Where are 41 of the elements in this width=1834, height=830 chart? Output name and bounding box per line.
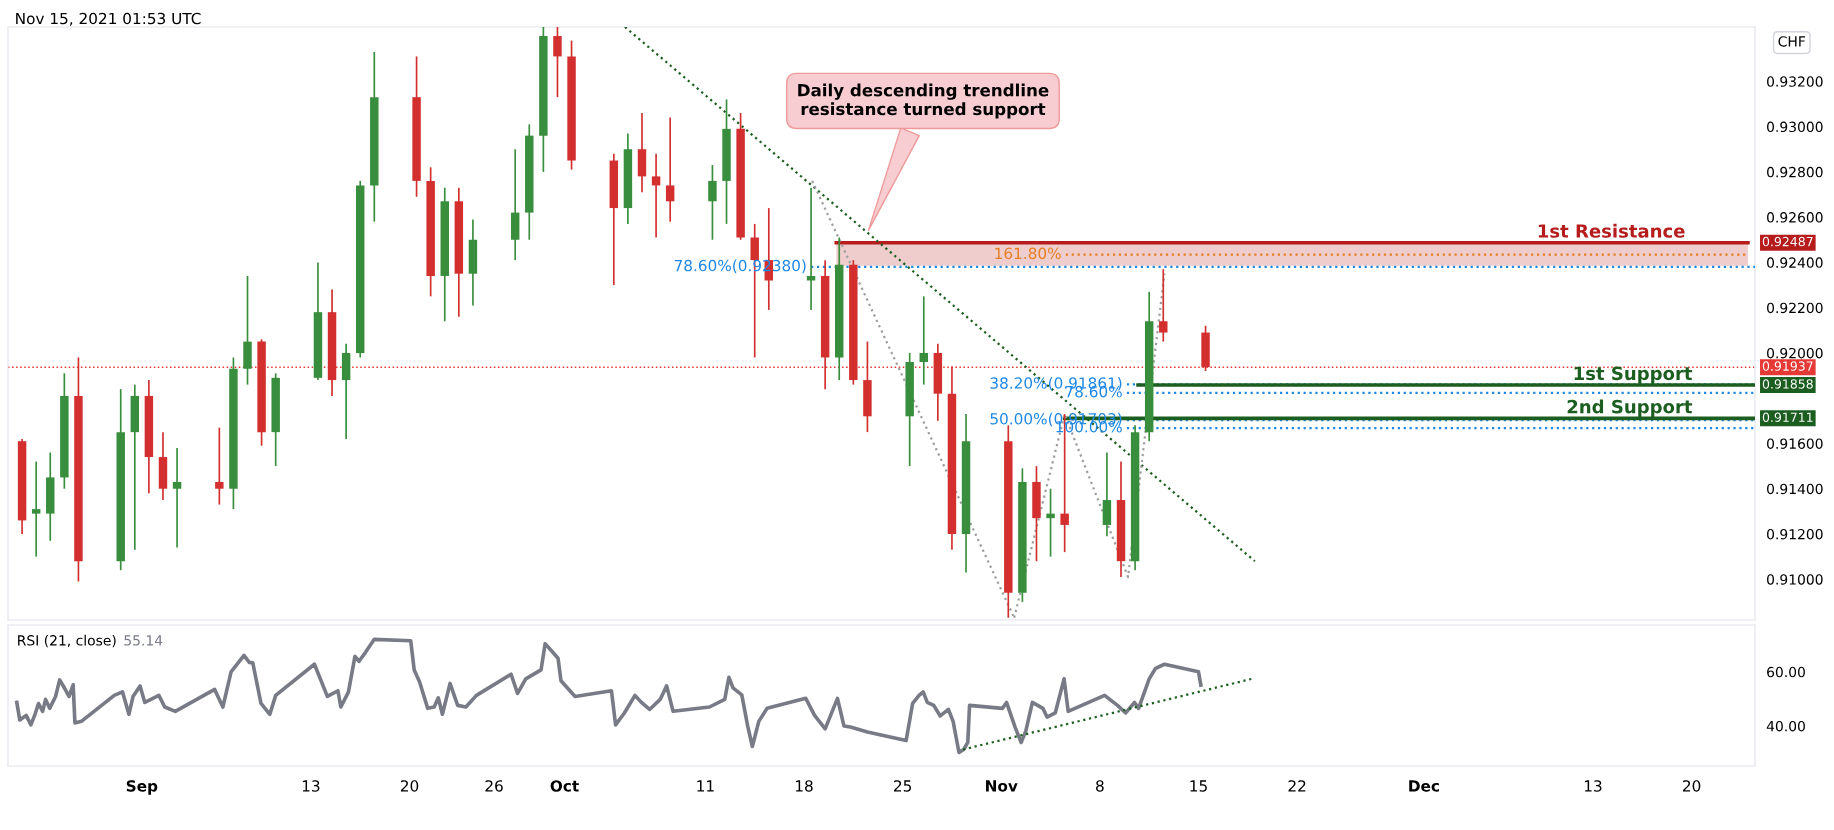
text: Nov 15, 2021 01:53 UTC bbox=[16, 12, 201, 26]
y-tick-label: 0.91000 bbox=[1767, 574, 1823, 585]
y-tick-label: 0.93000 bbox=[1767, 121, 1823, 133]
y-tick-label: 0.93200 bbox=[1767, 76, 1823, 87]
y-tick-label: 60.00 bbox=[1767, 666, 1805, 678]
x-tick-label: 15 bbox=[1190, 780, 1207, 792]
x-tick-label: 18 bbox=[795, 780, 813, 792]
annotation: Daily descending trendline resistance turned support bbox=[798, 83, 1049, 119]
y-tick-label: 0.92200 bbox=[1767, 302, 1823, 314]
y-axis-title: CHF bbox=[1778, 36, 1806, 47]
x-tick-label: 22 bbox=[1288, 780, 1306, 792]
series-label: 2nd Support bbox=[1567, 399, 1693, 417]
x-tick-label: 25 bbox=[894, 780, 912, 792]
data-label: 0.92487 bbox=[1762, 236, 1813, 247]
y-tick-label: 0.92000 bbox=[1767, 347, 1823, 359]
series-label: 1st Resistance bbox=[1538, 223, 1685, 238]
y-tick-label: 0.92600 bbox=[1767, 212, 1823, 223]
x-tick-label: 8 bbox=[1096, 780, 1104, 792]
x-tick-label: 20 bbox=[1683, 780, 1701, 792]
x-tick-label: 20 bbox=[400, 780, 419, 792]
y-tick-label: 0.91400 bbox=[1767, 483, 1823, 495]
series-label: 1st Support bbox=[1574, 366, 1693, 384]
y-tick-label: 0.92400 bbox=[1767, 257, 1823, 268]
data-label: 0.91711 bbox=[1762, 412, 1813, 422]
x-tick-label: 26 bbox=[485, 780, 503, 792]
x-tick-label: Nov bbox=[986, 780, 1018, 792]
x-tick-label: 11 bbox=[697, 780, 714, 792]
x-tick-label: 13 bbox=[302, 780, 320, 792]
series-label: 161.80% bbox=[995, 247, 1061, 260]
x-tick-label: Sep bbox=[126, 780, 158, 795]
x-tick-label: 13 bbox=[1584, 780, 1602, 792]
text: RSI (21, close) bbox=[18, 634, 116, 648]
x-tick-label: Dec bbox=[1409, 780, 1439, 792]
y-tick-label: 40.00 bbox=[1766, 720, 1805, 732]
annotation: 55.14 bbox=[124, 635, 163, 646]
y-tick-label: 0.91200 bbox=[1767, 528, 1823, 540]
y-tick-label: 0.91600 bbox=[1767, 438, 1823, 449]
ref-line-label: 0.91937 bbox=[1762, 361, 1813, 371]
x-tick-label: Oct bbox=[550, 780, 579, 792]
data-label: 0.91858 bbox=[1762, 379, 1813, 389]
y-tick-label: 0.92800 bbox=[1767, 166, 1823, 178]
